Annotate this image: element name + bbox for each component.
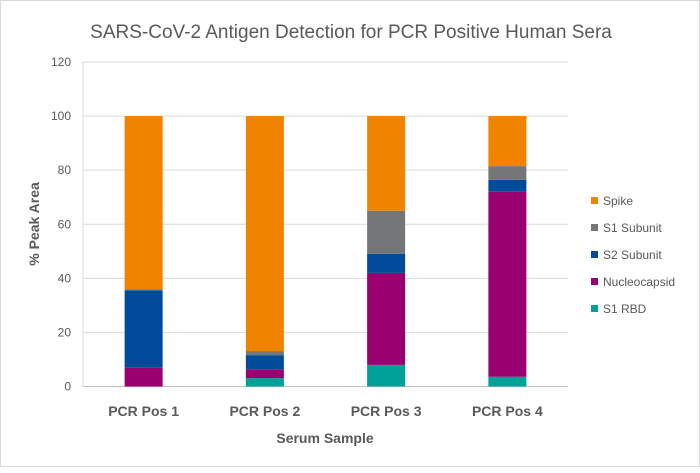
chart-title: SARS-CoV-2 Antigen Detection for PCR Pos…: [90, 22, 612, 43]
bar-segment-s1-rbd: [367, 364, 406, 387]
bar-segment-s2-subunit: [367, 253, 406, 273]
bar-segment-s1-rbd: [488, 376, 527, 387]
y-tick-label: 120: [51, 55, 71, 69]
bar-segment-s1-subunit: [124, 289, 163, 291]
bar-segment-s2-subunit: [245, 355, 284, 370]
legend-label: Spike: [603, 194, 633, 208]
x-axis-label: Serum Sample: [276, 430, 373, 446]
y-tick-label: 40: [58, 271, 72, 285]
legend-swatch: [591, 305, 598, 312]
legend-label: Nucleocapsid: [603, 275, 675, 289]
bar-segment-nucleocapsid: [367, 272, 406, 365]
y-tick-label: 60: [58, 217, 72, 231]
bar-segment-s2-subunit: [124, 290, 163, 368]
bar-segment-spike: [367, 116, 406, 211]
bar-segment-s1-subunit: [488, 166, 527, 180]
legend-label: S2 Subunit: [603, 248, 662, 262]
legend-swatch: [591, 251, 598, 258]
legend-item: Spike: [591, 194, 633, 208]
x-tick-label: PCR Pos 4: [472, 403, 543, 419]
bar-segment-nucleocapsid: [488, 191, 527, 377]
legend-item: S1 Subunit: [591, 221, 662, 235]
x-tick-label: PCR Pos 3: [351, 403, 422, 419]
y-axis-label: % Peak Area: [26, 182, 42, 266]
legend-swatch: [591, 197, 598, 204]
bar-segment-spike: [245, 116, 284, 352]
legend-item: Nucleocapsid: [591, 275, 675, 289]
legend-swatch: [591, 224, 598, 231]
x-tick-label: PCR Pos 1: [108, 403, 179, 419]
x-tick-label: PCR Pos 2: [229, 403, 300, 419]
y-tick-label: 100: [51, 109, 71, 123]
legend-item: S2 Subunit: [591, 248, 662, 262]
legend-swatch: [591, 278, 598, 285]
bar-segment-s1-subunit: [367, 210, 406, 254]
y-tick-label: 0: [64, 380, 71, 394]
legend-label: S1 Subunit: [603, 221, 662, 235]
bar-segment-nucleocapsid: [124, 367, 163, 387]
legend-label: S1 RBD: [603, 302, 647, 316]
y-tick-label: 20: [58, 325, 72, 339]
bar-segment-spike: [124, 116, 163, 290]
bar-segment-nucleocapsid: [245, 369, 284, 379]
legend-item: S1 RBD: [591, 302, 647, 316]
bar-segment-s1-rbd: [245, 378, 284, 387]
bar-segment-s2-subunit: [488, 179, 527, 192]
bar-segment-s1-subunit: [245, 351, 284, 356]
bar-segment-spike: [488, 116, 527, 167]
y-tick-label: 80: [58, 163, 72, 177]
